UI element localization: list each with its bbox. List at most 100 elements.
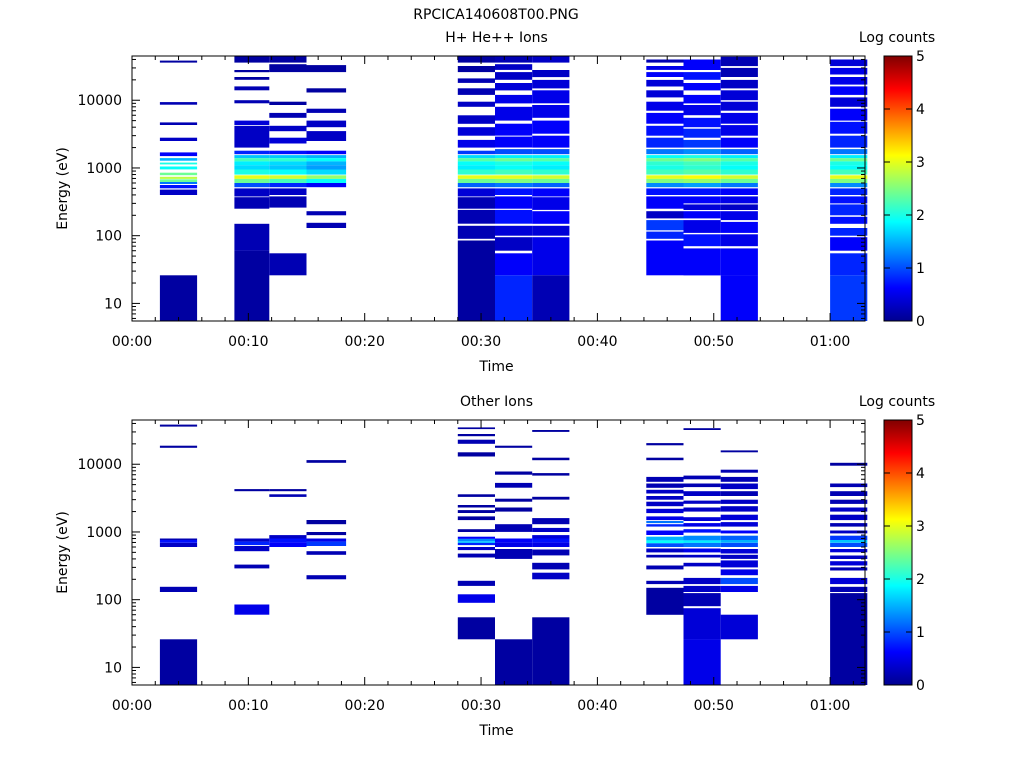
heatmap-cell: [159, 424, 198, 427]
heatmap-cell: [830, 561, 868, 566]
heatmap-cell: [457, 56, 495, 63]
heatmap-cell: [306, 161, 347, 166]
heatmap-cell: [683, 507, 721, 512]
heatmap-cell: [532, 70, 570, 78]
heatmap-cell: [720, 560, 758, 568]
heatmap-cell: [495, 106, 533, 121]
heatmap-cell: [646, 161, 684, 166]
heatmap-cell: [234, 489, 270, 492]
colorbar-tick-label: 4: [916, 466, 925, 482]
heatmap-cell: [457, 510, 495, 513]
heatmap-cell: [532, 149, 570, 155]
heatmap-cell: [495, 237, 533, 251]
heatmap-cell: [646, 587, 684, 615]
heatmap-cell: [269, 101, 307, 105]
heatmap-cell: [306, 108, 347, 113]
heatmap-cell: [495, 445, 533, 448]
heatmap-cell: [532, 165, 570, 170]
heatmap-cell: [830, 499, 868, 504]
heatmap-cell: [234, 70, 270, 73]
heatmap-cell: [306, 538, 347, 542]
heatmap-cell: [646, 175, 684, 179]
x-axis-label: Time: [478, 359, 513, 375]
heatmap-cell: [720, 450, 758, 453]
heatmap-cell: [720, 540, 758, 543]
heatmap-cell: [457, 580, 495, 586]
heatmap-cell: [457, 169, 495, 175]
heatmap-cell: [234, 125, 270, 148]
heatmap-cell: [830, 523, 868, 527]
heatmap-cell: [269, 165, 307, 170]
heatmap-cell: [234, 546, 270, 552]
heatmap-cell: [683, 491, 721, 496]
panel-title: H+ He++ Ions: [445, 30, 548, 46]
heatmap-cell: [720, 178, 758, 183]
heatmap-cell: [830, 586, 868, 592]
heatmap-cell: [269, 150, 307, 155]
heatmap-cell: [159, 162, 198, 165]
heatmap-cell: [720, 137, 758, 148]
heatmap-cell: [720, 101, 758, 111]
heatmap-cell: [683, 500, 721, 504]
heatmap-cell: [646, 508, 684, 514]
heatmap-cell: [495, 83, 533, 91]
heatmap-cell: [495, 123, 533, 136]
heatmap-cell: [830, 535, 868, 540]
heatmap-cell: [457, 547, 495, 551]
heatmap-cell: [720, 112, 758, 124]
heatmap-cell: [830, 67, 868, 75]
heatmap-cell: [457, 434, 495, 437]
y-tick-label: 10: [104, 296, 122, 312]
heatmap-cell: [306, 165, 347, 170]
heatmap-cell: [495, 165, 533, 170]
heatmap-cell: [457, 439, 495, 444]
heatmap-cell: [495, 136, 533, 148]
heatmap-cell: [457, 240, 495, 321]
heatmap-cell: [683, 169, 721, 175]
heatmap-cell: [234, 169, 270, 175]
heatmap-cell: [830, 169, 868, 175]
heatmap-cell: [720, 125, 758, 136]
y-axis-label: Energy (eV): [55, 147, 71, 230]
heatmap-cell: [269, 175, 307, 179]
heatmap-cell: [830, 216, 868, 224]
heatmap-cell: [457, 165, 495, 170]
heatmap-cell: [830, 530, 868, 534]
heatmap-cell: [269, 155, 307, 159]
heatmap-cell: [646, 90, 684, 98]
heatmap-cell: [830, 158, 868, 162]
heatmap-cell: [646, 483, 684, 488]
heatmap-cell: [830, 161, 868, 166]
heatmap-cell: [830, 183, 868, 188]
heatmap-cell: [306, 88, 347, 93]
heatmap-cell: [720, 530, 758, 534]
heatmap-cell: [495, 549, 533, 559]
heatmap-cell: [830, 77, 868, 85]
y-tick-label: 1000: [86, 161, 122, 177]
heatmap-cell: [495, 542, 533, 547]
heatmap-cell: [306, 211, 347, 216]
heatmap-cell: [646, 457, 684, 461]
heatmap-cell: [159, 182, 198, 184]
heatmap-cell: [532, 549, 570, 556]
heatmap-cell: [830, 121, 868, 134]
heatmap-cell: [830, 577, 868, 585]
heatmap-cell: [457, 516, 495, 521]
heatmap-cell: [720, 79, 758, 89]
heatmap-cell: [532, 188, 570, 197]
heatmap-cell: [159, 540, 198, 543]
heatmap-cell: [683, 161, 721, 166]
x-tick-label: 00:30: [461, 334, 501, 350]
heatmap-cell: [830, 228, 868, 236]
heatmap-cell: [830, 253, 868, 276]
heatmap-cell: [495, 209, 533, 224]
heatmap-cell: [495, 225, 533, 236]
heatmap-cell: [457, 66, 495, 73]
x-axis-label: Time: [478, 723, 513, 739]
heatmap-cell: [269, 161, 307, 166]
heatmap-cell: [683, 529, 721, 533]
heatmap-cell: [646, 496, 684, 500]
heatmap-cell: [159, 586, 198, 592]
heatmap-cell: [683, 183, 721, 188]
heatmap-cell: [532, 169, 570, 175]
